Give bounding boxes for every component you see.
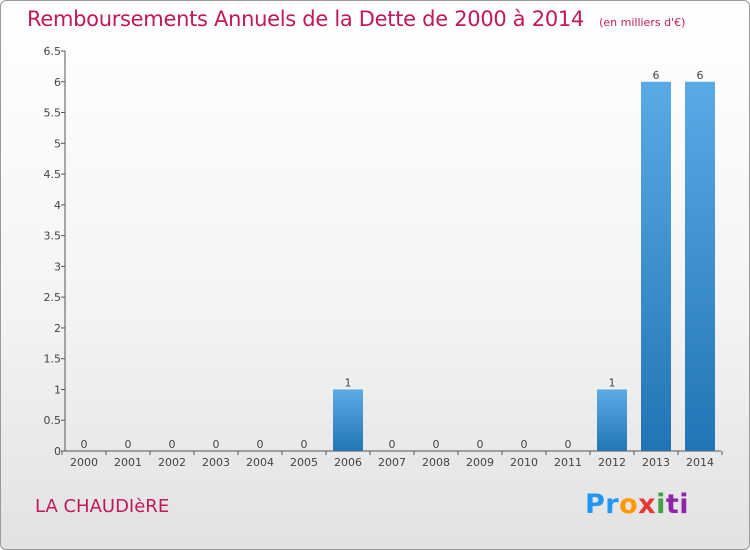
logo-part: ti <box>665 489 690 520</box>
proxiti-logo: Proxiti <box>585 489 689 520</box>
data-label: 0 <box>433 438 440 451</box>
data-label: 0 <box>389 438 396 451</box>
bar <box>641 81 671 452</box>
bars: 0 0 0 0 0 0 1 0 0 0 0 0 1 6 6 <box>81 69 715 452</box>
data-label: 0 <box>169 438 176 451</box>
logo-part: x <box>638 489 657 520</box>
x-tick-label: 2014 <box>686 456 714 469</box>
logo-part: i <box>656 489 666 520</box>
y-tick-label: 5 <box>54 137 61 150</box>
data-label: 0 <box>565 438 572 451</box>
data-label: 0 <box>257 438 264 451</box>
bar <box>333 389 363 451</box>
data-label: 6 <box>653 69 660 82</box>
bar <box>597 389 627 451</box>
x-tick-label: 2013 <box>642 456 670 469</box>
y-tick-label: 3.5 <box>44 230 62 243</box>
chart-title-block: Remboursements Annuels de la Dette de 20… <box>27 7 685 31</box>
y-tick-label: 6.5 <box>44 45 62 58</box>
y-tick-label: 1 <box>54 383 61 396</box>
data-label: 0 <box>125 438 132 451</box>
x-tick-label: 2001 <box>114 456 142 469</box>
chart-title: Remboursements Annuels de la Dette de 20… <box>27 7 584 31</box>
data-label: 0 <box>213 438 220 451</box>
commune-name: LA CHAUDIèRE <box>35 496 170 517</box>
y-tick-label: 0.5 <box>44 414 62 427</box>
x-tick-label: 2010 <box>510 456 538 469</box>
y-tick-label: 3 <box>54 260 61 273</box>
x-tick-label: 2012 <box>598 456 626 469</box>
x-tick-label: 2005 <box>290 456 318 469</box>
x-tick-label: 2009 <box>466 456 494 469</box>
data-label: 0 <box>521 438 528 451</box>
x-tick-label: 2006 <box>334 456 362 469</box>
y-tick-label: 4 <box>54 199 61 212</box>
data-label: 6 <box>697 69 704 82</box>
data-label: 1 <box>609 376 616 389</box>
data-label: 0 <box>477 438 484 451</box>
y-tick-label: 5.5 <box>44 107 62 120</box>
x-tick-label: 2003 <box>202 456 230 469</box>
y-tick-label: 4.5 <box>44 168 62 181</box>
x-tick-label: 2000 <box>70 456 98 469</box>
axes: 0 0.5 1 1.5 2 2.5 3 3.5 4 4.5 5 5.5 6 6.5 2000 2001 2002… <box>44 45 723 469</box>
y-tick-label: 1.5 <box>44 353 62 366</box>
x-tick-label: 2002 <box>158 456 186 469</box>
data-label: 0 <box>81 438 88 451</box>
x-tick-label: 2008 <box>422 456 450 469</box>
chart-unit: (en milliers d'€) <box>599 16 686 29</box>
logo-part: Pr <box>585 489 620 520</box>
y-tick-label: 2.5 <box>44 291 62 304</box>
x-tick-label: 2011 <box>554 456 582 469</box>
bar <box>685 81 715 452</box>
y-tick-label: 2 <box>54 322 61 335</box>
logo-part: o <box>619 489 639 520</box>
x-tick-label: 2007 <box>378 456 406 469</box>
x-tick-label: 2004 <box>246 456 274 469</box>
y-tick-label: 6 <box>54 76 61 89</box>
y-tick-label: 0 <box>54 445 61 458</box>
data-label: 0 <box>301 438 308 451</box>
data-label: 1 <box>345 376 352 389</box>
